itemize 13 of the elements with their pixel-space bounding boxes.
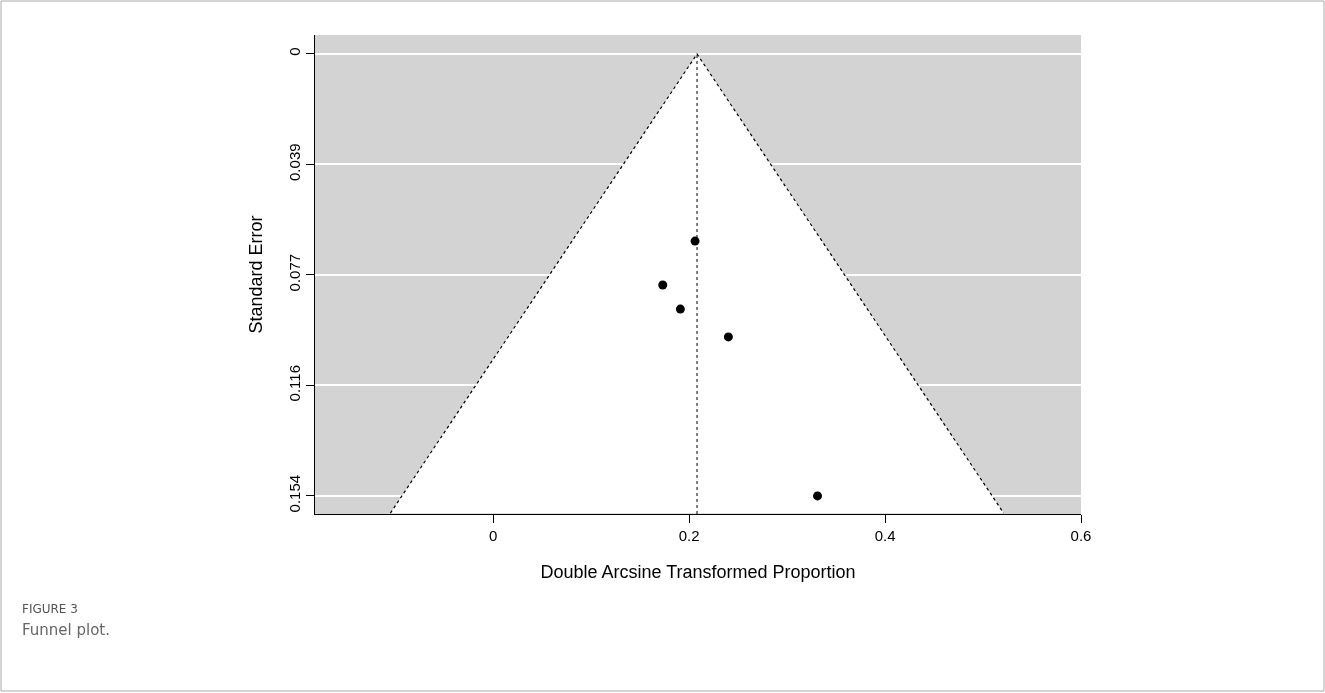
x-tick-label: 0 — [489, 527, 498, 544]
y-tick-label: 0.039 — [286, 143, 303, 181]
text: Funnel plot. — [22, 621, 111, 639]
x-tick-label: 0.6 — [1070, 527, 1092, 544]
y-tick-label: 0.077 — [286, 253, 303, 292]
y-tick-label: 0.154 — [286, 474, 303, 513]
caption: FIGURE 3 — [22, 602, 78, 616]
x-tick-label: 0.2 — [678, 527, 700, 544]
y-tick-label: 0 — [286, 47, 303, 56]
y-axis-title: Standard Error — [246, 215, 267, 334]
x-tick-label: 0.4 — [874, 527, 896, 544]
y-tick-label: 0.116 — [286, 364, 303, 402]
x-axis-title: Double Arcsine Transformed Proportion — [540, 562, 856, 583]
